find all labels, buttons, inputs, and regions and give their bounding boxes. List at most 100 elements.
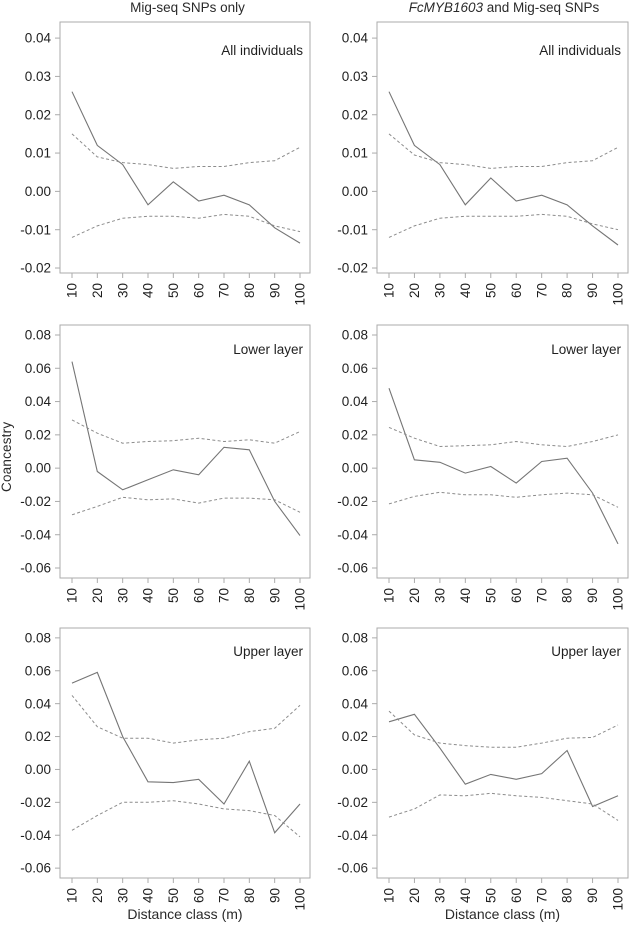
y-tick-label: 0.02 <box>25 427 51 442</box>
column-title-rest: Mig-seq SNPs only <box>130 0 245 15</box>
y-tick-label: 0.04 <box>25 394 52 409</box>
upper-ci-line <box>71 419 301 444</box>
y-tick-label: -0.01 <box>20 222 51 237</box>
x-tick-label: 80 <box>242 588 257 603</box>
y-tick-label: 0.02 <box>342 729 368 744</box>
x-tick-label: 100 <box>611 283 626 306</box>
y-tick-label: 0.06 <box>25 663 51 678</box>
x-tick-label: 100 <box>293 283 308 306</box>
x-tick-label: 100 <box>293 888 308 911</box>
y-tick-label: -0.04 <box>20 828 51 843</box>
x-tick-label: 30 <box>115 888 130 903</box>
x-tick-label: 50 <box>483 283 498 298</box>
x-tick-label: 80 <box>560 588 575 603</box>
x-tick-label: 100 <box>611 888 626 911</box>
x-tick-label: 100 <box>611 588 626 611</box>
y-tick-label: -0.06 <box>20 861 51 876</box>
x-tick-label: 20 <box>407 283 422 298</box>
x-tick-label: 70 <box>534 283 549 298</box>
x-tick-label: 40 <box>141 588 156 603</box>
x-tick-label: 90 <box>267 888 282 903</box>
y-tick-label: 0.04 <box>342 31 369 46</box>
lower-ci-line <box>388 792 619 821</box>
upper-ci-line <box>388 710 619 748</box>
panel-all-individuals-migseq: 0.04 0.03 0.02 0.01 0.00 -0.01 -0.02 10 20 30 40 50… <box>20 21 311 306</box>
x-tick-label: 40 <box>141 888 156 903</box>
y-tick-label: 0.03 <box>342 69 368 84</box>
x-tick-label: 90 <box>585 588 600 603</box>
panel-upper-layer-fcmyb: 0.08 0.06 0.04 0.02 0.00 -0.02 -0.04 -0.06 10 20 3… <box>337 627 629 911</box>
y-tick-label: -0.06 <box>20 561 51 576</box>
y-tick-label: -0.02 <box>337 494 368 509</box>
y-tick-label: -0.06 <box>337 561 368 576</box>
x-tick-label: 70 <box>534 588 549 603</box>
y-tick-label: 0.04 <box>342 696 369 711</box>
observed-line <box>71 91 301 244</box>
lower-ci-line <box>388 491 619 508</box>
x-tick-label: 40 <box>458 588 473 603</box>
x-tick-label: 30 <box>432 283 447 298</box>
panel-label: Upper layer <box>233 644 303 659</box>
x-tick-label: 30 <box>432 888 447 903</box>
y-tick-label: -0.02 <box>337 795 368 810</box>
y-tick-label: -0.02 <box>20 494 51 509</box>
column-title-italic-part: FcMYB1603 <box>408 0 483 15</box>
plot-box <box>59 21 311 274</box>
lower-ci-line <box>71 800 301 838</box>
x-tick-label: 80 <box>242 283 257 298</box>
x-tick-label: 50 <box>166 283 181 298</box>
y-tick-label: 0.06 <box>342 663 368 678</box>
x-axis-title: Distance class (m) <box>127 906 243 922</box>
x-tick-label: 50 <box>166 588 181 603</box>
x-tick-label: 60 <box>191 588 206 603</box>
x-tick-label: 90 <box>585 888 600 903</box>
column-title-fcmyb: FcMYB1603 and Mig-seq SNPs <box>377 0 631 16</box>
panel-label: All individuals <box>539 43 621 58</box>
x-tick-label: 80 <box>560 888 575 903</box>
plot-box <box>59 627 311 879</box>
y-tick-label: 0.04 <box>25 696 52 711</box>
x-tick-label: 90 <box>585 283 600 298</box>
y-tick-label: -0.02 <box>20 795 51 810</box>
y-tick-label: -0.04 <box>20 527 51 542</box>
x-tick-label: 20 <box>90 588 105 603</box>
x-tick-label: 40 <box>458 283 473 298</box>
y-tick-label: -0.04 <box>337 527 368 542</box>
x-tick-label: 60 <box>509 283 524 298</box>
y-tick-label: 0.02 <box>342 427 368 442</box>
y-tick-label: 0.08 <box>342 630 368 645</box>
y-tick-label: 0.01 <box>25 146 51 161</box>
plot-box <box>59 324 311 579</box>
x-tick-label: 50 <box>483 588 498 603</box>
y-tick-label: -0.06 <box>337 861 368 876</box>
y-tick-label: 0.03 <box>25 69 51 84</box>
x-tick-label: 100 <box>293 588 308 611</box>
x-tick-label: 10 <box>65 283 80 298</box>
x-tick-label: 90 <box>267 283 282 298</box>
x-tick-label: 20 <box>90 888 105 903</box>
observed-line <box>388 91 619 246</box>
y-tick-label: 0.00 <box>25 184 51 199</box>
panel-lower-layer-fcmyb: 0.08 0.06 0.04 0.02 0.00 -0.02 -0.04 -0.06 10 20 3… <box>337 324 629 611</box>
x-tick-label: 50 <box>483 888 498 903</box>
x-tick-label: 10 <box>382 588 397 603</box>
column-title-migseq: Mig-seq SNPs only <box>60 0 315 16</box>
y-tick-label: -0.04 <box>337 828 368 843</box>
x-tick-label: 80 <box>560 283 575 298</box>
x-tick-label: 20 <box>407 888 422 903</box>
y-tick-label: 0.02 <box>342 107 368 122</box>
x-tick-label: 90 <box>267 588 282 603</box>
upper-ci-line <box>71 695 301 744</box>
y-tick-label: 0.01 <box>342 146 368 161</box>
lower-ci-line <box>388 213 619 238</box>
y-tick-label: 0.06 <box>25 361 51 376</box>
plot-box <box>376 627 629 879</box>
y-tick-label: 0.06 <box>342 361 368 376</box>
panel-upper-layer-migseq: 0.08 0.06 0.04 0.02 0.00 -0.02 -0.04 -0.06 10 20 3… <box>20 627 311 911</box>
observed-line <box>71 671 301 834</box>
x-tick-label: 10 <box>382 283 397 298</box>
observed-line <box>71 361 301 536</box>
x-tick-label: 40 <box>141 283 156 298</box>
x-tick-label: 70 <box>217 888 232 903</box>
x-tick-label: 40 <box>458 888 473 903</box>
